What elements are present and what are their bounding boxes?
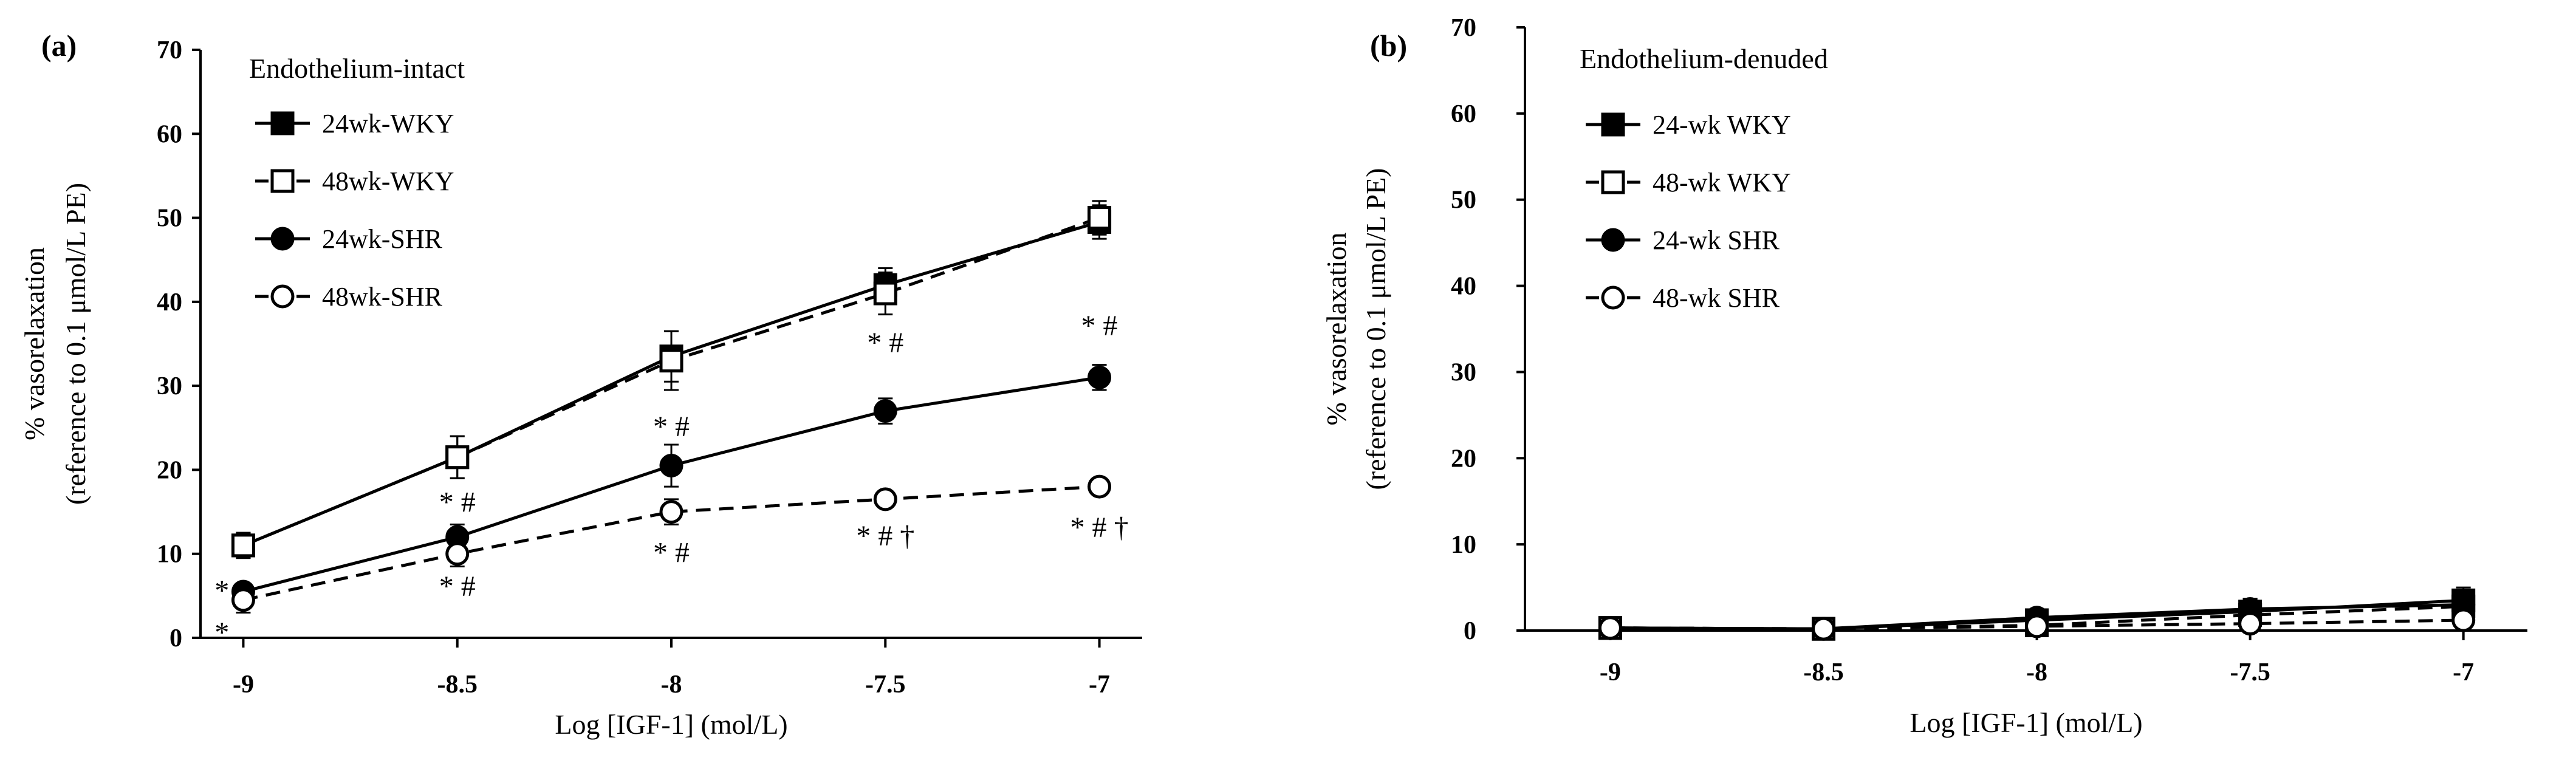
panel-a-annotation-5: * # [653, 537, 690, 569]
panel-a-series-3-line [242, 485, 1100, 602]
panel-b-legend-3-swatch-marker [1601, 286, 1625, 310]
panel-b-y-tick-label: 70 [1451, 14, 1476, 42]
panel-b-series-3-point [2025, 614, 2049, 638]
panel-a-y-axis-title-line1: % vasorelaxation [19, 247, 50, 440]
panel-b-y-axis-title-line1: % vasorelaxation [1321, 232, 1352, 425]
panel-b-x-tick-label: -7.5 [2230, 658, 2270, 686]
panel-b-label: (b) [1370, 29, 1407, 63]
panel-a-y-tick-label: 70 [157, 36, 182, 64]
panel-a-y-tick-label: 0 [170, 624, 182, 652]
panel-b-legend-2-label: 24-wk SHR [1653, 225, 1780, 255]
panel-b-y-axis-title-line2: (reference to 0.1 μmol/L PE) [1360, 168, 1391, 490]
panel-b-title: Endothelium-denuded [1580, 43, 1828, 74]
panel-a-annotation-0: * # [867, 327, 903, 359]
panel-a-y-tick-label: 40 [157, 289, 182, 316]
panel-a-series-1-point [445, 445, 470, 470]
panel-a-series-2-point [659, 454, 683, 478]
panel-a-title: Endothelium-intact [249, 53, 465, 84]
panel-b-y-tick-label: 30 [1451, 358, 1476, 386]
panel-b-legend-0-label: 24-wk WKY [1653, 110, 1791, 140]
panel-a-y-tick-label: 30 [157, 372, 182, 400]
panel-a-legend-1-label: 48wk-WKY [322, 166, 454, 196]
panel-a-series-3-point [445, 542, 470, 566]
panel-a-legend-1-swatch-marker [270, 169, 295, 193]
panel-a-x-axis-title: Log [IGF-1] (mol/L) [555, 709, 787, 740]
panel-b-x-tick-label: -8.5 [1803, 658, 1844, 686]
panel-a-x-tick-label: -8 [661, 671, 682, 699]
panel-a-x-tick-label: -7.5 [865, 671, 906, 699]
panel-a-annotation-7: * # † [1070, 511, 1129, 544]
panel-a-annotation-6: * # † [856, 520, 914, 552]
panel-b-legend-1-label: 48-wk WKY [1653, 168, 1791, 197]
panel-b-y-tick-label: 0 [1464, 617, 1476, 645]
panel-a-x-tick-label: -8.5 [437, 671, 478, 699]
panel-a-series-1-point [231, 533, 255, 558]
panel-a-legend-0-label: 24wk-WKY [322, 109, 454, 138]
panel-a-series-3-point [231, 588, 255, 612]
panel-a-legend-0-swatch-marker [270, 111, 295, 135]
panel-a-y-tick-label: 60 [157, 120, 182, 148]
panel-b-series-3-point [1811, 617, 1835, 641]
panel-a-label: (a) [41, 29, 77, 63]
panel-b-y-tick-label: 40 [1451, 273, 1476, 301]
panel-a-annotation-3: * # [439, 487, 476, 519]
panel-a-annotation-2: * # [653, 411, 690, 443]
panel-b-legend-2-swatch-marker [1601, 228, 1625, 252]
panel-b-legend-3-label: 48-wk SHR [1653, 283, 1780, 313]
panel-a-legend-2-label: 24wk-SHR [322, 224, 443, 254]
panel-a-series-1-point [873, 281, 897, 306]
panel-a-annotation-4: * # [439, 570, 476, 603]
chart-panel-a: 0 10 20 30 40 50 60 70 -9 -8.5 -8 -7.5 -7 Log [IGF-1]… [19, 29, 1142, 740]
panel-a-series-3-point [873, 487, 897, 511]
chart-panel-b: 0 10 20 30 40 50 60 70 -9 -8.5 -8 -7.5 -7 Log [IGF-1]… [1321, 14, 2527, 738]
panel-a-series-1-point [1088, 206, 1112, 230]
panel-a-annotation-8: * [214, 575, 229, 607]
panel-a-legend-2-swatch-marker [270, 227, 295, 251]
panel-b-series-3-point [2238, 612, 2263, 636]
panel-a-series-3-point [659, 500, 683, 524]
panel-a-annotation-1: * # [1081, 310, 1118, 342]
panel-b-legend-1-swatch-marker [1601, 170, 1625, 194]
panel-b-x-tick-label: -8 [2026, 658, 2047, 686]
panel-a-legend-3-label: 48wk-SHR [322, 282, 443, 312]
panel-b-x-tick-label: -9 [1600, 658, 1621, 686]
panel-a-y-tick-label: 50 [157, 205, 182, 233]
panel-a-y-axis-title-line2: (reference to 0.1 μmol/L PE) [60, 183, 91, 505]
panel-b-y-tick-label: 10 [1451, 531, 1476, 559]
panel-a-series-2-point [873, 399, 897, 423]
panel-a-y-tick-label: 10 [157, 541, 182, 569]
panel-b-y-tick-label: 20 [1451, 445, 1476, 473]
panel-a-x-tick-label: -7 [1089, 671, 1110, 699]
panel-a-series-3-point [1088, 474, 1112, 499]
panel-a-series-1-point [659, 349, 683, 373]
panel-a-series-2-point [1088, 365, 1112, 389]
panel-a-legend-3-swatch-marker [270, 284, 295, 309]
panel-b-x-axis-title: Log [IGF-1] (mol/L) [1910, 707, 2142, 738]
panel-b-y-tick-label: 60 [1451, 100, 1476, 128]
panel-a-y-tick-label: 20 [157, 456, 182, 484]
panel-b-x-tick-label: -7 [2453, 658, 2474, 686]
panel-b-series-3-point [2451, 608, 2476, 632]
panel-b-y-tick-label: 50 [1451, 186, 1476, 214]
panel-b-series-3-point [1598, 616, 1622, 640]
panel-b-legend-0-swatch-marker [1601, 112, 1625, 137]
panel-a-annotation-9: * [214, 617, 229, 649]
panel-a-x-tick-label: -9 [233, 671, 254, 699]
